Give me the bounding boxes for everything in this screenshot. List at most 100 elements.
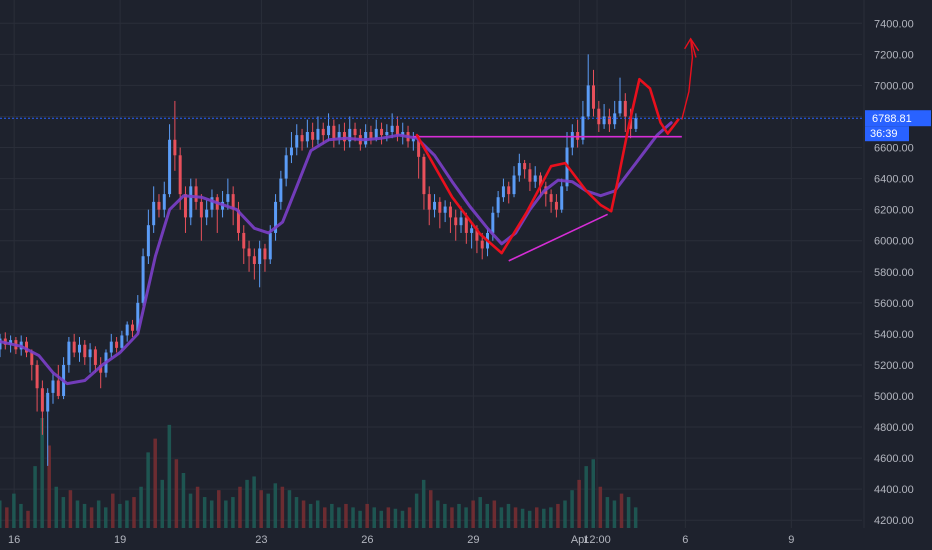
candle-body — [342, 132, 346, 142]
price-tick-label: 7000.00 — [874, 80, 914, 92]
volume-bar — [111, 493, 115, 528]
volume-bar — [513, 507, 518, 528]
volume-bar — [5, 507, 9, 528]
volume-bar — [358, 510, 362, 528]
volume-bar — [195, 486, 200, 528]
candle-body — [369, 132, 373, 139]
volume-bar — [563, 500, 567, 528]
candle-body — [470, 228, 474, 233]
candle-body — [24, 341, 28, 353]
candle-body — [146, 225, 150, 257]
price-tick-label: 6200.00 — [874, 205, 914, 217]
candle-body — [72, 341, 76, 353]
candle-body — [459, 217, 463, 226]
volume-bar — [188, 493, 193, 528]
volume-bar — [259, 490, 263, 528]
volume-bar — [19, 503, 23, 528]
volume-bar — [520, 508, 525, 528]
candle-body — [528, 169, 532, 182]
candle-body — [464, 217, 468, 233]
candle-body — [289, 147, 293, 156]
volume-bar — [478, 497, 482, 528]
volume-bar — [181, 473, 186, 528]
current-price-label: 6788.81 — [872, 113, 912, 125]
volume-bar — [26, 510, 30, 528]
candle-body — [183, 194, 187, 218]
price-tick-label: 4600.00 — [874, 453, 914, 465]
volume-bar — [407, 507, 412, 528]
candle-body — [189, 186, 193, 218]
volume-bar — [54, 486, 59, 528]
candle-body — [401, 132, 405, 136]
drawn-annotations — [413, 37, 700, 262]
candle-body — [284, 155, 288, 179]
candle-body — [348, 128, 352, 142]
candle-body — [395, 125, 399, 136]
candle-body — [231, 194, 235, 210]
candle-body — [337, 132, 341, 139]
volume-bar — [231, 497, 235, 528]
price-axis[interactable] — [864, 0, 932, 550]
volume-bar — [308, 503, 313, 528]
volume-bar — [33, 466, 37, 528]
volume-bar — [167, 424, 172, 528]
candle-body — [411, 138, 415, 142]
volume-bar — [280, 486, 285, 528]
grid-lines — [0, 0, 862, 528]
volume-bar — [577, 479, 581, 528]
candle-body — [115, 341, 119, 348]
candle-body — [507, 186, 511, 195]
candle-body — [353, 128, 357, 136]
volume-bar — [365, 503, 369, 528]
time-tick-label: 6 — [682, 534, 688, 546]
candle-body — [433, 201, 437, 210]
volume-bar — [238, 486, 242, 528]
candle-body — [130, 324, 134, 331]
candle-body — [236, 209, 240, 233]
candle-body — [623, 100, 627, 117]
volume-bar — [252, 476, 256, 528]
candle-body — [554, 201, 558, 210]
volume-bar — [443, 503, 447, 528]
volume-bar — [450, 507, 454, 528]
volume-bar — [542, 508, 546, 528]
volume-bar — [294, 497, 299, 528]
price-tick-label: 4800.00 — [874, 422, 914, 434]
moving-average-line — [0, 121, 673, 386]
volume-bar — [591, 459, 596, 528]
volume-bar — [75, 500, 80, 528]
volume-bar — [549, 507, 553, 528]
price-tick-label: 6600.00 — [874, 143, 914, 155]
candle-body — [417, 138, 421, 157]
candle-body — [77, 344, 81, 353]
candle-body — [274, 201, 278, 233]
volume-bar — [202, 497, 207, 528]
volume-bar — [61, 497, 66, 528]
candle-body — [0, 338, 2, 350]
candle-body — [51, 380, 55, 393]
candle-body — [99, 364, 103, 373]
candle-body — [268, 232, 272, 260]
price-axis-ticks: 4200.00 4400.00 4600.00 4800.00 5000.00 5200.… — [874, 18, 914, 527]
candle-body — [427, 194, 431, 210]
candle-body — [602, 116, 606, 125]
candle-body — [252, 256, 256, 264]
time-tick-label: 12:00 — [583, 534, 611, 546]
candle-body — [46, 392, 50, 412]
volume-bar — [386, 507, 391, 528]
candle-body — [194, 186, 198, 202]
volume-bar — [146, 452, 150, 528]
volume-bar — [217, 490, 221, 528]
volume-bar — [139, 486, 143, 528]
candle-body — [83, 344, 87, 358]
candle-body — [374, 128, 378, 139]
candle-body — [422, 156, 426, 195]
volume-bar — [47, 445, 51, 528]
volume-bar — [527, 510, 532, 528]
candle-body — [295, 135, 299, 148]
volume-bar — [96, 500, 101, 528]
volume-bar — [153, 438, 157, 528]
volume-bar — [224, 500, 228, 528]
